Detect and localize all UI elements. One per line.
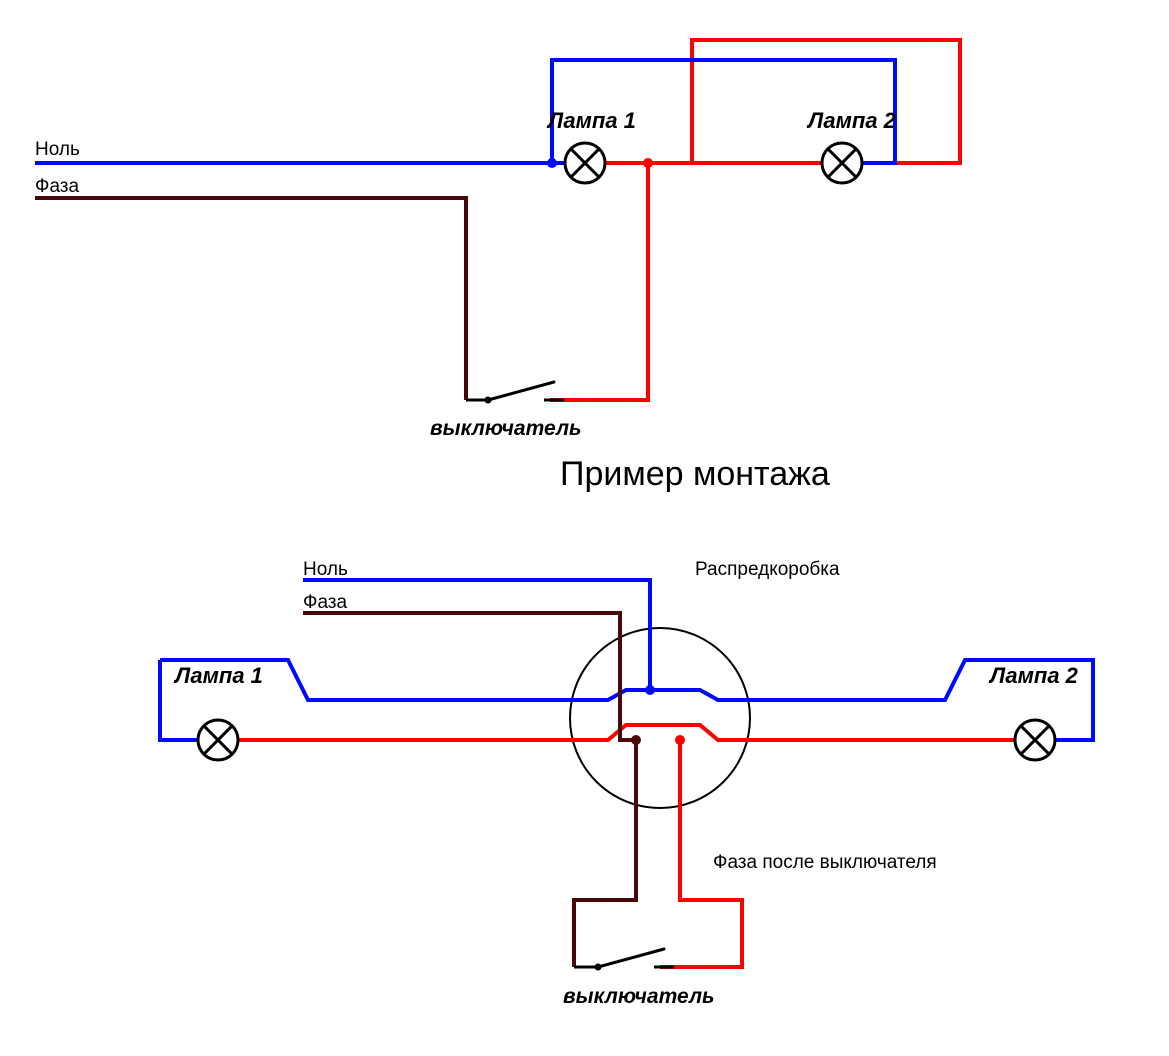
- bottom-label-neutral: Ноль: [303, 559, 348, 580]
- bottom-junction-1: [631, 735, 641, 745]
- top-junction-1: [643, 158, 653, 168]
- bottom-phase-down: [574, 740, 636, 967]
- bottom-label-lamp1: Лампа 1: [173, 663, 263, 688]
- top-label-phase: Фаза: [35, 176, 80, 197]
- bottom-junction-0: [645, 685, 655, 695]
- bottom-label-lamp2: Лампа 2: [988, 663, 1079, 688]
- junction-box: [570, 628, 750, 808]
- top-neutral-wire: [35, 60, 895, 163]
- top-lamp-1: [565, 143, 605, 183]
- bottom-switch: [574, 949, 674, 971]
- top-live-down-wire: [550, 163, 648, 400]
- bottom-label-switch: выключатель: [563, 985, 714, 1008]
- bottom-label-live-after: Фаза после выключателя: [713, 852, 937, 873]
- top-label-neutral: Ноль: [35, 139, 80, 160]
- bottom-phase-in: [303, 613, 636, 740]
- bottom-neutral-bus: [160, 660, 1093, 740]
- top-phase-wire: [35, 198, 466, 400]
- bottom-label-phase: Фаза: [303, 592, 348, 613]
- bottom-lamp-2: [1015, 720, 1055, 760]
- bottom-lamp-1: [198, 720, 238, 760]
- top-label-lamp2: Лампа 2: [806, 108, 897, 133]
- bottom-label-jbox: Распредкоробка: [695, 559, 840, 580]
- bottom-junction-2: [675, 735, 685, 745]
- top-junction-0: [547, 158, 557, 168]
- bottom-neutral-in: [303, 580, 650, 690]
- section-title: Пример монтажа: [560, 455, 830, 493]
- top-label-switch: выключатель: [430, 417, 581, 440]
- bottom-live-bus: [238, 725, 1015, 740]
- top-switch: [466, 382, 564, 404]
- top-lamp-2: [822, 143, 862, 183]
- top-label-lamp1: Лампа 1: [546, 108, 636, 133]
